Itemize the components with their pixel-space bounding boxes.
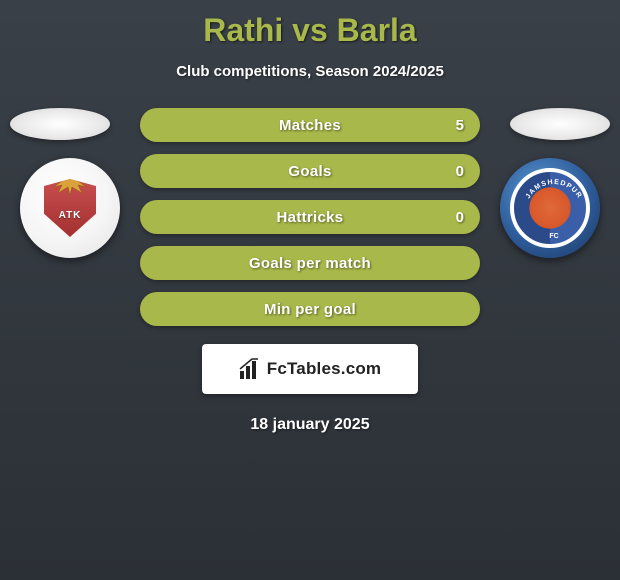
stat-label: Goals per match: [249, 255, 371, 272]
stat-bar-hattricks: Hattricks 0: [140, 200, 480, 234]
date-text: 18 january 2025: [0, 416, 620, 434]
stat-value: 0: [456, 209, 464, 226]
subtitle: Club competitions, Season 2024/2025: [0, 63, 620, 80]
stat-bars: Matches 5 Goals 0 Hattricks 0 Goals per …: [140, 108, 480, 326]
stat-bar-matches: Matches 5: [140, 108, 480, 142]
brand-box[interactable]: FcTables.com: [202, 344, 418, 394]
bar-chart-icon: [239, 358, 261, 380]
player-photo-left: [10, 108, 110, 140]
stat-bar-goals: Goals 0: [140, 154, 480, 188]
eagle-icon: [48, 173, 92, 197]
stat-bar-min-per-goal: Min per goal: [140, 292, 480, 326]
svg-text:FC: FC: [549, 233, 558, 240]
comparison-content: ATK JAMSHEDPUR FC Matches 5 Goals 0 Hatt…: [0, 108, 620, 434]
club-badge-left-inner: ATK: [40, 173, 100, 243]
stat-bar-goals-per-match: Goals per match: [140, 246, 480, 280]
stat-label: Goals: [288, 163, 331, 180]
stat-label: Min per goal: [264, 301, 356, 318]
ring-text-icon: JAMSHEDPUR FC: [514, 172, 594, 252]
club-left-abbrev: ATK: [59, 210, 82, 221]
club-badge-left: ATK: [20, 158, 120, 258]
club-badge-right-inner: JAMSHEDPUR FC: [510, 168, 590, 248]
stat-value: 0: [456, 163, 464, 180]
svg-text:JAMSHEDPUR: JAMSHEDPUR: [525, 179, 583, 200]
club-badge-right: JAMSHEDPUR FC: [500, 158, 600, 258]
stat-label: Matches: [279, 117, 341, 134]
brand-text: FcTables.com: [267, 359, 382, 379]
shield-icon: ATK: [44, 179, 96, 237]
stat-label: Hattricks: [277, 209, 344, 226]
page-title: Rathi vs Barla: [0, 0, 620, 49]
stat-value: 5: [456, 117, 464, 134]
player-photo-right: [510, 108, 610, 140]
